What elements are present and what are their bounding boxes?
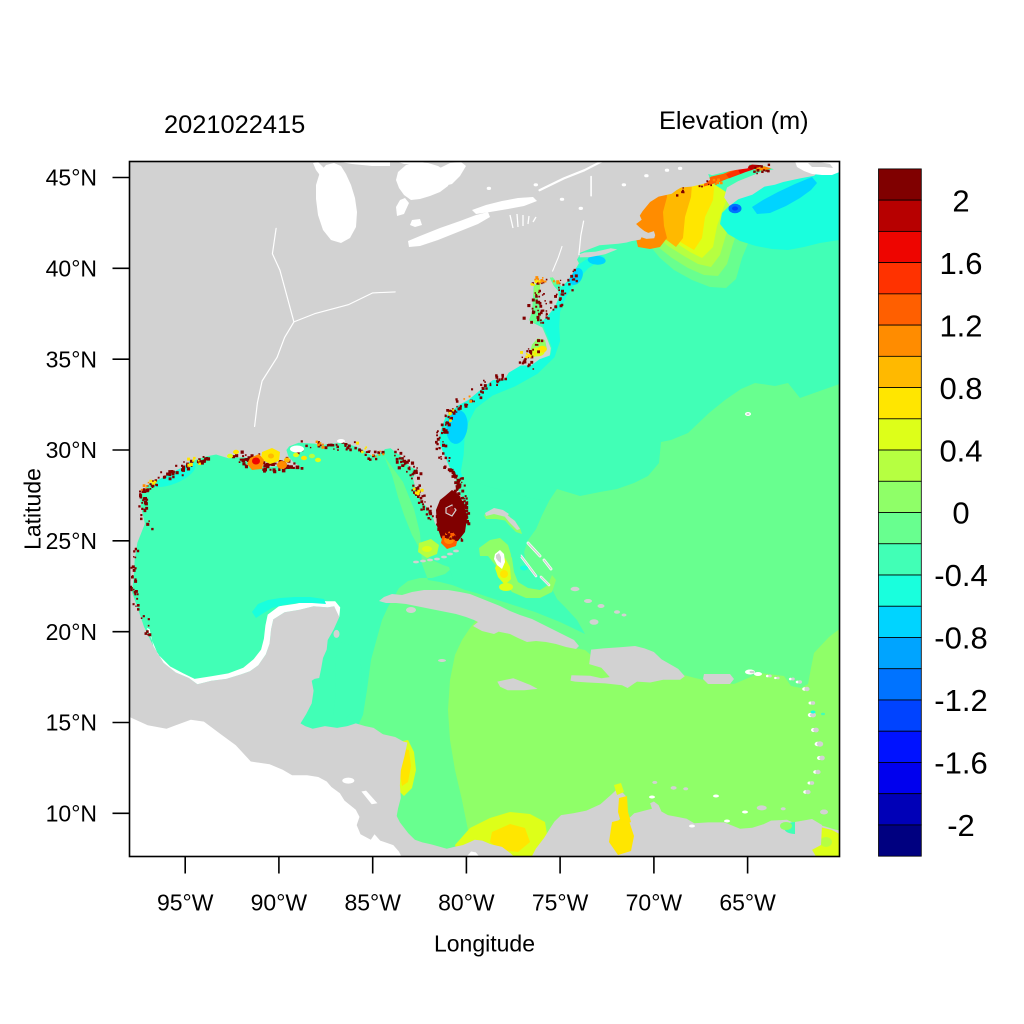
svg-text:30°N: 30°N xyxy=(46,437,97,463)
svg-text:70°W: 70°W xyxy=(626,890,683,916)
svg-text:2021022415: 2021022415 xyxy=(164,111,305,139)
svg-text:0.8: 0.8 xyxy=(939,371,982,406)
svg-text:Elevation (m): Elevation (m) xyxy=(659,107,809,135)
svg-text:80°W: 80°W xyxy=(438,890,495,916)
svg-text:95°W: 95°W xyxy=(157,890,214,916)
svg-text:Latitude: Latitude xyxy=(20,468,46,550)
svg-text:-0.4: -0.4 xyxy=(934,558,987,593)
svg-text:45°N: 45°N xyxy=(46,165,97,191)
svg-text:0: 0 xyxy=(952,496,969,531)
svg-text:35°N: 35°N xyxy=(46,346,97,372)
svg-text:20°N: 20°N xyxy=(46,619,97,645)
svg-text:1.6: 1.6 xyxy=(939,246,982,281)
svg-text:10°N: 10°N xyxy=(46,801,97,827)
svg-text:0.4: 0.4 xyxy=(939,433,982,468)
svg-text:40°N: 40°N xyxy=(46,256,97,282)
svg-text:85°W: 85°W xyxy=(344,890,401,916)
svg-text:-2: -2 xyxy=(947,808,975,843)
svg-text:90°W: 90°W xyxy=(251,890,308,916)
svg-text:2: 2 xyxy=(952,183,969,218)
svg-text:75°W: 75°W xyxy=(532,890,589,916)
svg-text:65°W: 65°W xyxy=(719,890,776,916)
svg-text:Longitude: Longitude xyxy=(434,931,535,957)
svg-text:25°N: 25°N xyxy=(46,528,97,554)
svg-text:-1.6: -1.6 xyxy=(934,746,987,781)
svg-text:15°N: 15°N xyxy=(46,710,97,736)
svg-text:-0.8: -0.8 xyxy=(934,621,987,656)
svg-text:1.2: 1.2 xyxy=(939,308,982,343)
svg-text:-1.2: -1.2 xyxy=(934,683,987,718)
